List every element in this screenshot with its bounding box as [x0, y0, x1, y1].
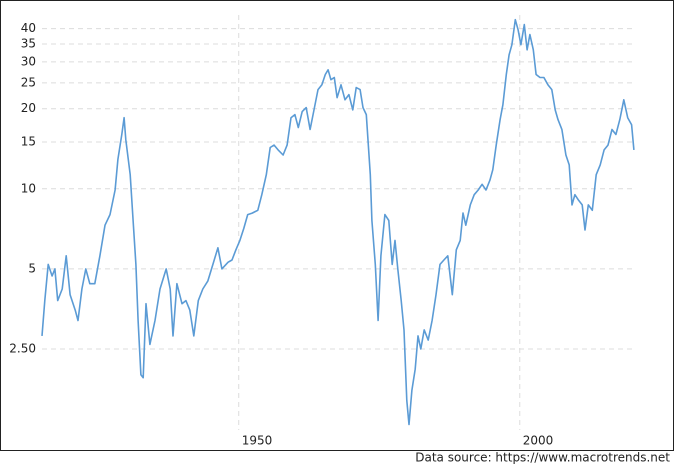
y-tick-label: 10: [21, 181, 36, 195]
y-tick-label: 30: [21, 54, 36, 68]
y-tick-label: 25: [21, 75, 36, 89]
y-tick-label: 40: [21, 21, 36, 35]
data-line: [41, 18, 635, 426]
source-note: Data source: https://www.macrotrends.net: [415, 451, 670, 465]
y-tick-label: 15: [21, 134, 36, 148]
x-tick-label: 1950: [242, 434, 273, 448]
y-tick-label: 2.50: [9, 341, 36, 355]
y-tick-label: 5: [28, 261, 36, 275]
chart-frame: [0, 0, 674, 451]
x-tick-label: 2000: [523, 434, 554, 448]
y-tick-label: 35: [21, 37, 36, 51]
y-tick-label: 20: [21, 101, 36, 115]
